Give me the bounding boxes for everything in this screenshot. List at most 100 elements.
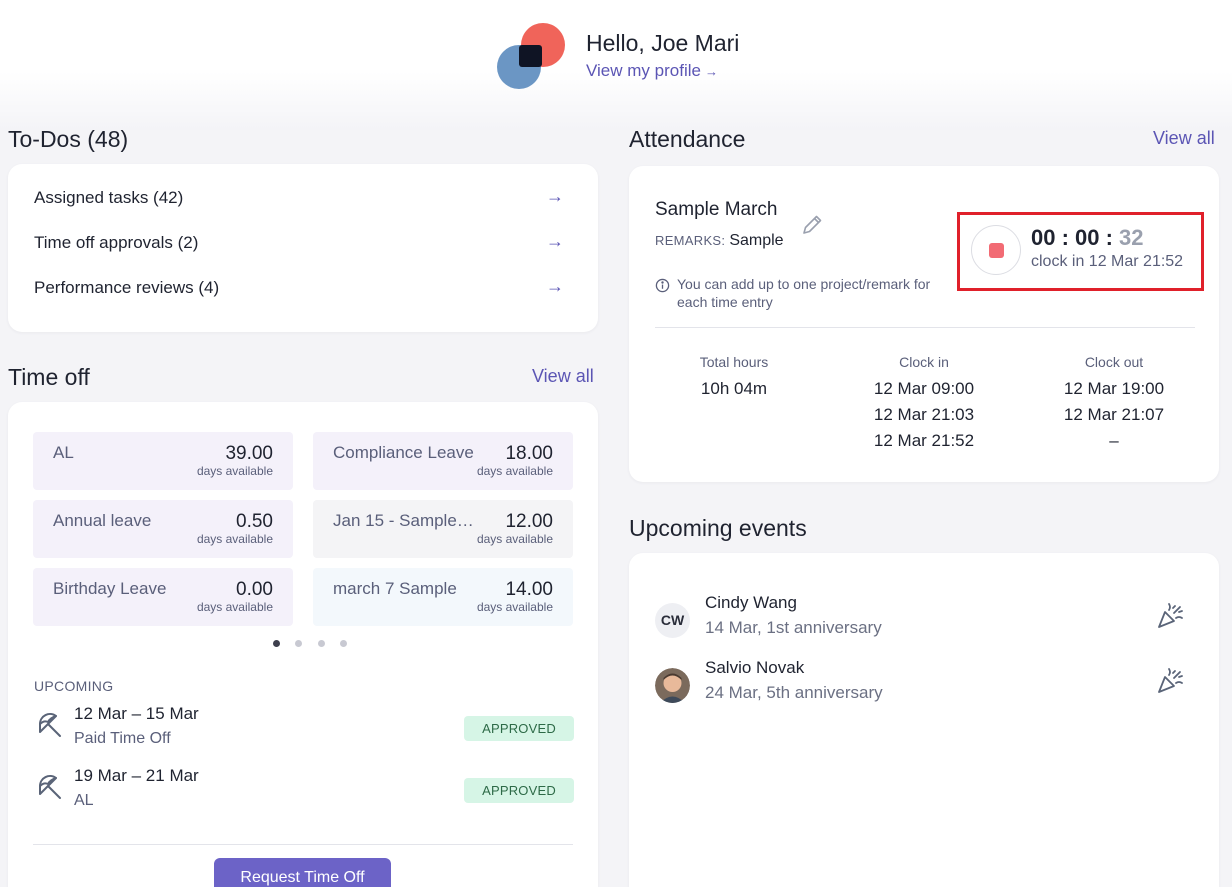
balance-value: 14.00 <box>505 579 553 600</box>
column-value: 12 Mar 21:03 <box>873 405 975 424</box>
event-item[interactable]: CW Cindy Wang 14 Mar, 1st anniversary <box>655 593 1185 645</box>
avatar <box>655 668 690 703</box>
remarks-key: REMARKS: <box>655 233 726 248</box>
attendance-view-all-link[interactable]: View all <box>1153 128 1215 148</box>
todo-time-off-approvals[interactable]: Time off approvals (2) → <box>34 229 564 259</box>
leave-type: Paid Time Off <box>74 730 171 747</box>
balance-name: Annual leave <box>53 511 152 530</box>
balance-sub: days available <box>476 532 553 546</box>
company-logo-icon <box>497 23 565 89</box>
balance-name: Birthday Leave <box>53 579 167 598</box>
time-off-card: AL 39.00 days available Compliance Leave… <box>8 402 598 887</box>
arrow-right-icon: → <box>546 186 564 206</box>
column-value: 12 Mar 09:00 <box>873 379 975 398</box>
umbrella-icon <box>39 775 61 799</box>
todos-card: Assigned tasks (42) → Time off approvals… <box>8 164 598 332</box>
balance-card[interactable]: Birthday Leave 0.00 days available <box>33 568 293 626</box>
status-badge: APPROVED <box>464 778 574 803</box>
timer-hours-minutes: 00 : 00 : <box>1031 225 1120 250</box>
pagination-dot[interactable] <box>340 640 347 647</box>
column-value: – <box>1109 431 1119 450</box>
request-time-off-button[interactable]: Request Time Off <box>214 858 391 887</box>
avatar: CW <box>655 603 690 638</box>
edit-pencil-icon[interactable] <box>799 212 825 238</box>
remarks: REMARKS: Sample <box>655 232 784 250</box>
header-background <box>0 0 1232 130</box>
event-description: 24 Mar, 5th anniversary <box>705 683 883 702</box>
upcoming-events-title: Upcoming events <box>629 515 807 541</box>
todo-label: Time off approvals (2) <box>34 233 199 252</box>
todo-label: Performance reviews (4) <box>34 278 220 297</box>
balance-sub: days available <box>196 464 273 478</box>
column-header: Total hours <box>699 354 769 370</box>
stop-icon <box>989 243 1004 258</box>
balance-name: Compliance Leave <box>333 443 474 462</box>
balance-name: march 7 Sample <box>333 579 457 598</box>
column-value: 12 Mar 19:00 <box>1063 379 1165 398</box>
event-person-name: Salvio Novak <box>705 658 805 677</box>
timer-seconds: 32 <box>1119 225 1144 250</box>
balance-value: 18.00 <box>505 443 553 464</box>
time-off-view-all-link[interactable]: View all <box>532 366 594 386</box>
upcoming-label: UPCOMING <box>34 678 114 694</box>
upcoming-leave-item[interactable]: 12 Mar – 15 Mar Paid Time Off APPROVED <box>34 704 574 756</box>
arrow-right-icon: → <box>546 276 564 296</box>
balance-card[interactable]: AL 39.00 days available <box>33 432 293 490</box>
balance-card[interactable]: Jan 15 - Sample … 12.00 days available <box>313 500 573 558</box>
attendance-card: Sample March REMARKS: Sample You can add … <box>629 166 1219 482</box>
total-hours-column: Total hours 10h 04m <box>649 354 819 402</box>
todo-performance-reviews[interactable]: Performance reviews (4) → <box>34 274 564 304</box>
umbrella-icon <box>39 713 61 737</box>
status-badge: APPROVED <box>464 716 574 741</box>
elapsed-timer: 00 : 00 : 32 <box>1031 225 1144 251</box>
pagination-dot[interactable] <box>295 640 302 647</box>
party-popper-icon[interactable] <box>1155 601 1185 631</box>
balance-sub: days available <box>196 532 273 546</box>
todo-label: Assigned tasks (42) <box>34 188 184 207</box>
arrow-right-icon: → <box>704 64 718 79</box>
info-note-text: You can add up to one project/remark for… <box>677 276 931 310</box>
info-icon <box>655 278 670 293</box>
divider <box>33 844 573 845</box>
time-entry-title: Sample March <box>655 199 778 220</box>
balance-sub: days available <box>476 464 553 478</box>
leave-dates: 19 Mar – 21 Mar <box>74 766 199 785</box>
clock-in-note: clock in 12 Mar 21:52 <box>1031 253 1184 270</box>
remarks-value: Sample <box>729 232 784 249</box>
balance-name: Jan 15 - Sample … <box>333 511 478 530</box>
time-off-title: Time off <box>8 364 90 390</box>
balance-value: 0.00 <box>236 579 273 600</box>
divider <box>655 327 1195 328</box>
balance-card[interactable]: march 7 Sample 14.00 days available <box>313 568 573 626</box>
column-value: 12 Mar 21:07 <box>1063 405 1165 424</box>
column-value: 10h 04m <box>700 379 768 398</box>
arrow-right-icon: → <box>546 231 564 251</box>
event-description: 14 Mar, 1st anniversary <box>705 618 882 637</box>
upcoming-events-card: CW Cindy Wang 14 Mar, 1st anniversary Sa… <box>629 553 1219 887</box>
event-item[interactable]: Salvio Novak 24 Mar, 5th anniversary <box>655 658 1185 710</box>
balance-sub: days available <box>196 600 273 614</box>
column-header: Clock in <box>899 354 949 370</box>
balance-card[interactable]: Compliance Leave 18.00 days available <box>313 432 573 490</box>
column-header: Clock out <box>1084 354 1144 370</box>
stop-clock-button[interactable] <box>971 225 1021 275</box>
balance-value: 12.00 <box>505 511 553 532</box>
greeting: Hello, Joe Mari View my profile → <box>497 22 797 92</box>
leave-type: AL <box>74 792 94 809</box>
info-note: You can add up to one project/remark for… <box>655 275 955 311</box>
balance-sub: days available <box>476 600 553 614</box>
balance-value: 0.50 <box>236 511 273 532</box>
pagination-dot[interactable] <box>318 640 325 647</box>
clock-timer-highlight: 00 : 00 : 32 clock in 12 Mar 21:52 <box>957 212 1204 291</box>
view-profile-link[interactable]: View my profile → <box>586 61 718 81</box>
upcoming-leave-item[interactable]: 19 Mar – 21 Mar AL APPROVED <box>34 766 574 818</box>
todo-assigned-tasks[interactable]: Assigned tasks (42) → <box>34 184 564 214</box>
attendance-title: Attendance <box>629 126 746 152</box>
party-popper-icon[interactable] <box>1155 666 1185 696</box>
event-person-name: Cindy Wang <box>705 593 797 612</box>
leave-dates: 12 Mar – 15 Mar <box>74 704 199 723</box>
balance-name: AL <box>53 443 74 462</box>
greeting-text: Hello, Joe Mari <box>586 30 740 56</box>
pagination-dot[interactable] <box>273 640 280 647</box>
balance-card[interactable]: Annual leave 0.50 days available <box>33 500 293 558</box>
